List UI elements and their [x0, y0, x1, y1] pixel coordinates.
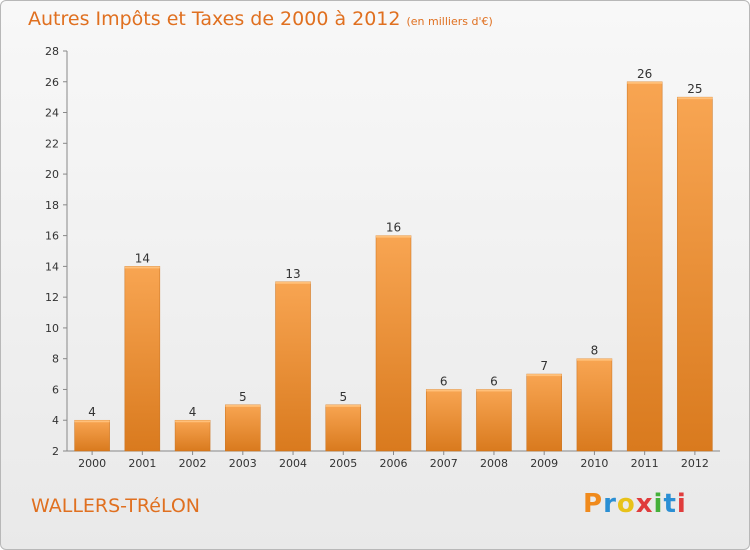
- data-label: 13: [285, 267, 300, 281]
- data-label: 14: [135, 251, 150, 265]
- bar: [576, 358, 613, 452]
- logo-letter: P: [583, 489, 604, 519]
- bar-highlight: [526, 374, 562, 377]
- y-tick-label: 24: [45, 107, 59, 120]
- bar-highlight: [476, 389, 512, 392]
- bar: [526, 373, 562, 452]
- city-name: WALLERS-TRéLON: [31, 495, 201, 517]
- x-tick-label: 2008: [480, 457, 508, 470]
- bar: [375, 235, 412, 452]
- x-tick-label: 2010: [580, 457, 608, 470]
- y-tick-label: 20: [45, 168, 59, 181]
- data-label: 8: [591, 344, 599, 358]
- data-label: 5: [339, 390, 347, 404]
- bar-highlight: [576, 358, 612, 361]
- bar-highlight: [124, 266, 160, 269]
- chart-title-text: Autres Impôts et Taxes de 2000 à 2012: [28, 8, 401, 30]
- x-tick-label: 2003: [229, 457, 257, 470]
- x-tick-label: 2002: [179, 457, 207, 470]
- chart-subtitle: (en milliers d'€): [406, 15, 493, 28]
- bar-highlight: [325, 404, 361, 407]
- bar: [124, 266, 161, 452]
- y-tick-label: 14: [45, 260, 59, 273]
- x-tick-label: 2011: [631, 457, 659, 470]
- x-tick-label: 2012: [681, 457, 709, 470]
- data-label: 4: [88, 405, 96, 419]
- bar: [425, 389, 462, 452]
- data-label: 25: [687, 82, 702, 96]
- y-tick-label: 18: [45, 199, 59, 212]
- logo-letter: t: [663, 489, 677, 519]
- y-tick-label: 6: [52, 383, 59, 396]
- bar-highlight: [627, 81, 663, 84]
- y-tick-label: 16: [45, 230, 59, 243]
- data-label: 6: [490, 374, 498, 388]
- data-label: 5: [239, 390, 247, 404]
- logo-letter: i: [653, 489, 664, 519]
- bar: [677, 96, 713, 452]
- y-tick-label: 12: [45, 291, 59, 304]
- bar: [275, 281, 311, 452]
- y-tick-label: 2: [52, 445, 59, 458]
- x-tick-label: 2005: [329, 457, 357, 470]
- bar-highlight: [677, 97, 713, 100]
- bar-highlight: [74, 420, 110, 423]
- x-tick-label: 2009: [530, 457, 558, 470]
- x-tick-label: 2007: [430, 457, 458, 470]
- bar: [476, 389, 512, 452]
- chart-title: Autres Impôts et Taxes de 2000 à 2012 (en…: [28, 8, 493, 30]
- y-tick-label: 22: [45, 137, 59, 150]
- x-tick-label: 2006: [380, 457, 408, 470]
- bar-highlight: [426, 389, 462, 392]
- data-label: 16: [386, 221, 401, 235]
- bar-highlight: [175, 420, 211, 423]
- data-label: 6: [440, 374, 448, 388]
- logo-letter: o: [616, 489, 636, 519]
- y-tick-label: 28: [45, 45, 59, 58]
- bar: [626, 81, 663, 452]
- logo-letter: x: [635, 489, 654, 519]
- data-label: 7: [540, 359, 548, 373]
- y-tick-label: 10: [45, 322, 59, 335]
- logo-letter: i: [676, 489, 687, 519]
- bar-highlight: [376, 235, 411, 238]
- y-tick-label: 26: [45, 76, 59, 89]
- bar-highlight: [225, 404, 261, 407]
- x-tick-label: 2000: [78, 457, 106, 470]
- data-label: 4: [189, 405, 197, 419]
- bar-highlight: [275, 281, 311, 284]
- x-tick-label: 2004: [279, 457, 307, 470]
- bar: [174, 419, 211, 452]
- x-tick-label: 2001: [128, 457, 156, 470]
- bar: [225, 404, 261, 452]
- data-label: 26: [637, 67, 652, 81]
- bar: [325, 404, 362, 452]
- y-tick-label: 8: [52, 353, 59, 366]
- y-tick-label: 4: [52, 414, 59, 427]
- logo-letter: r: [603, 489, 617, 519]
- bar: [74, 419, 110, 452]
- proxiti-logo: Proxiti: [583, 489, 687, 519]
